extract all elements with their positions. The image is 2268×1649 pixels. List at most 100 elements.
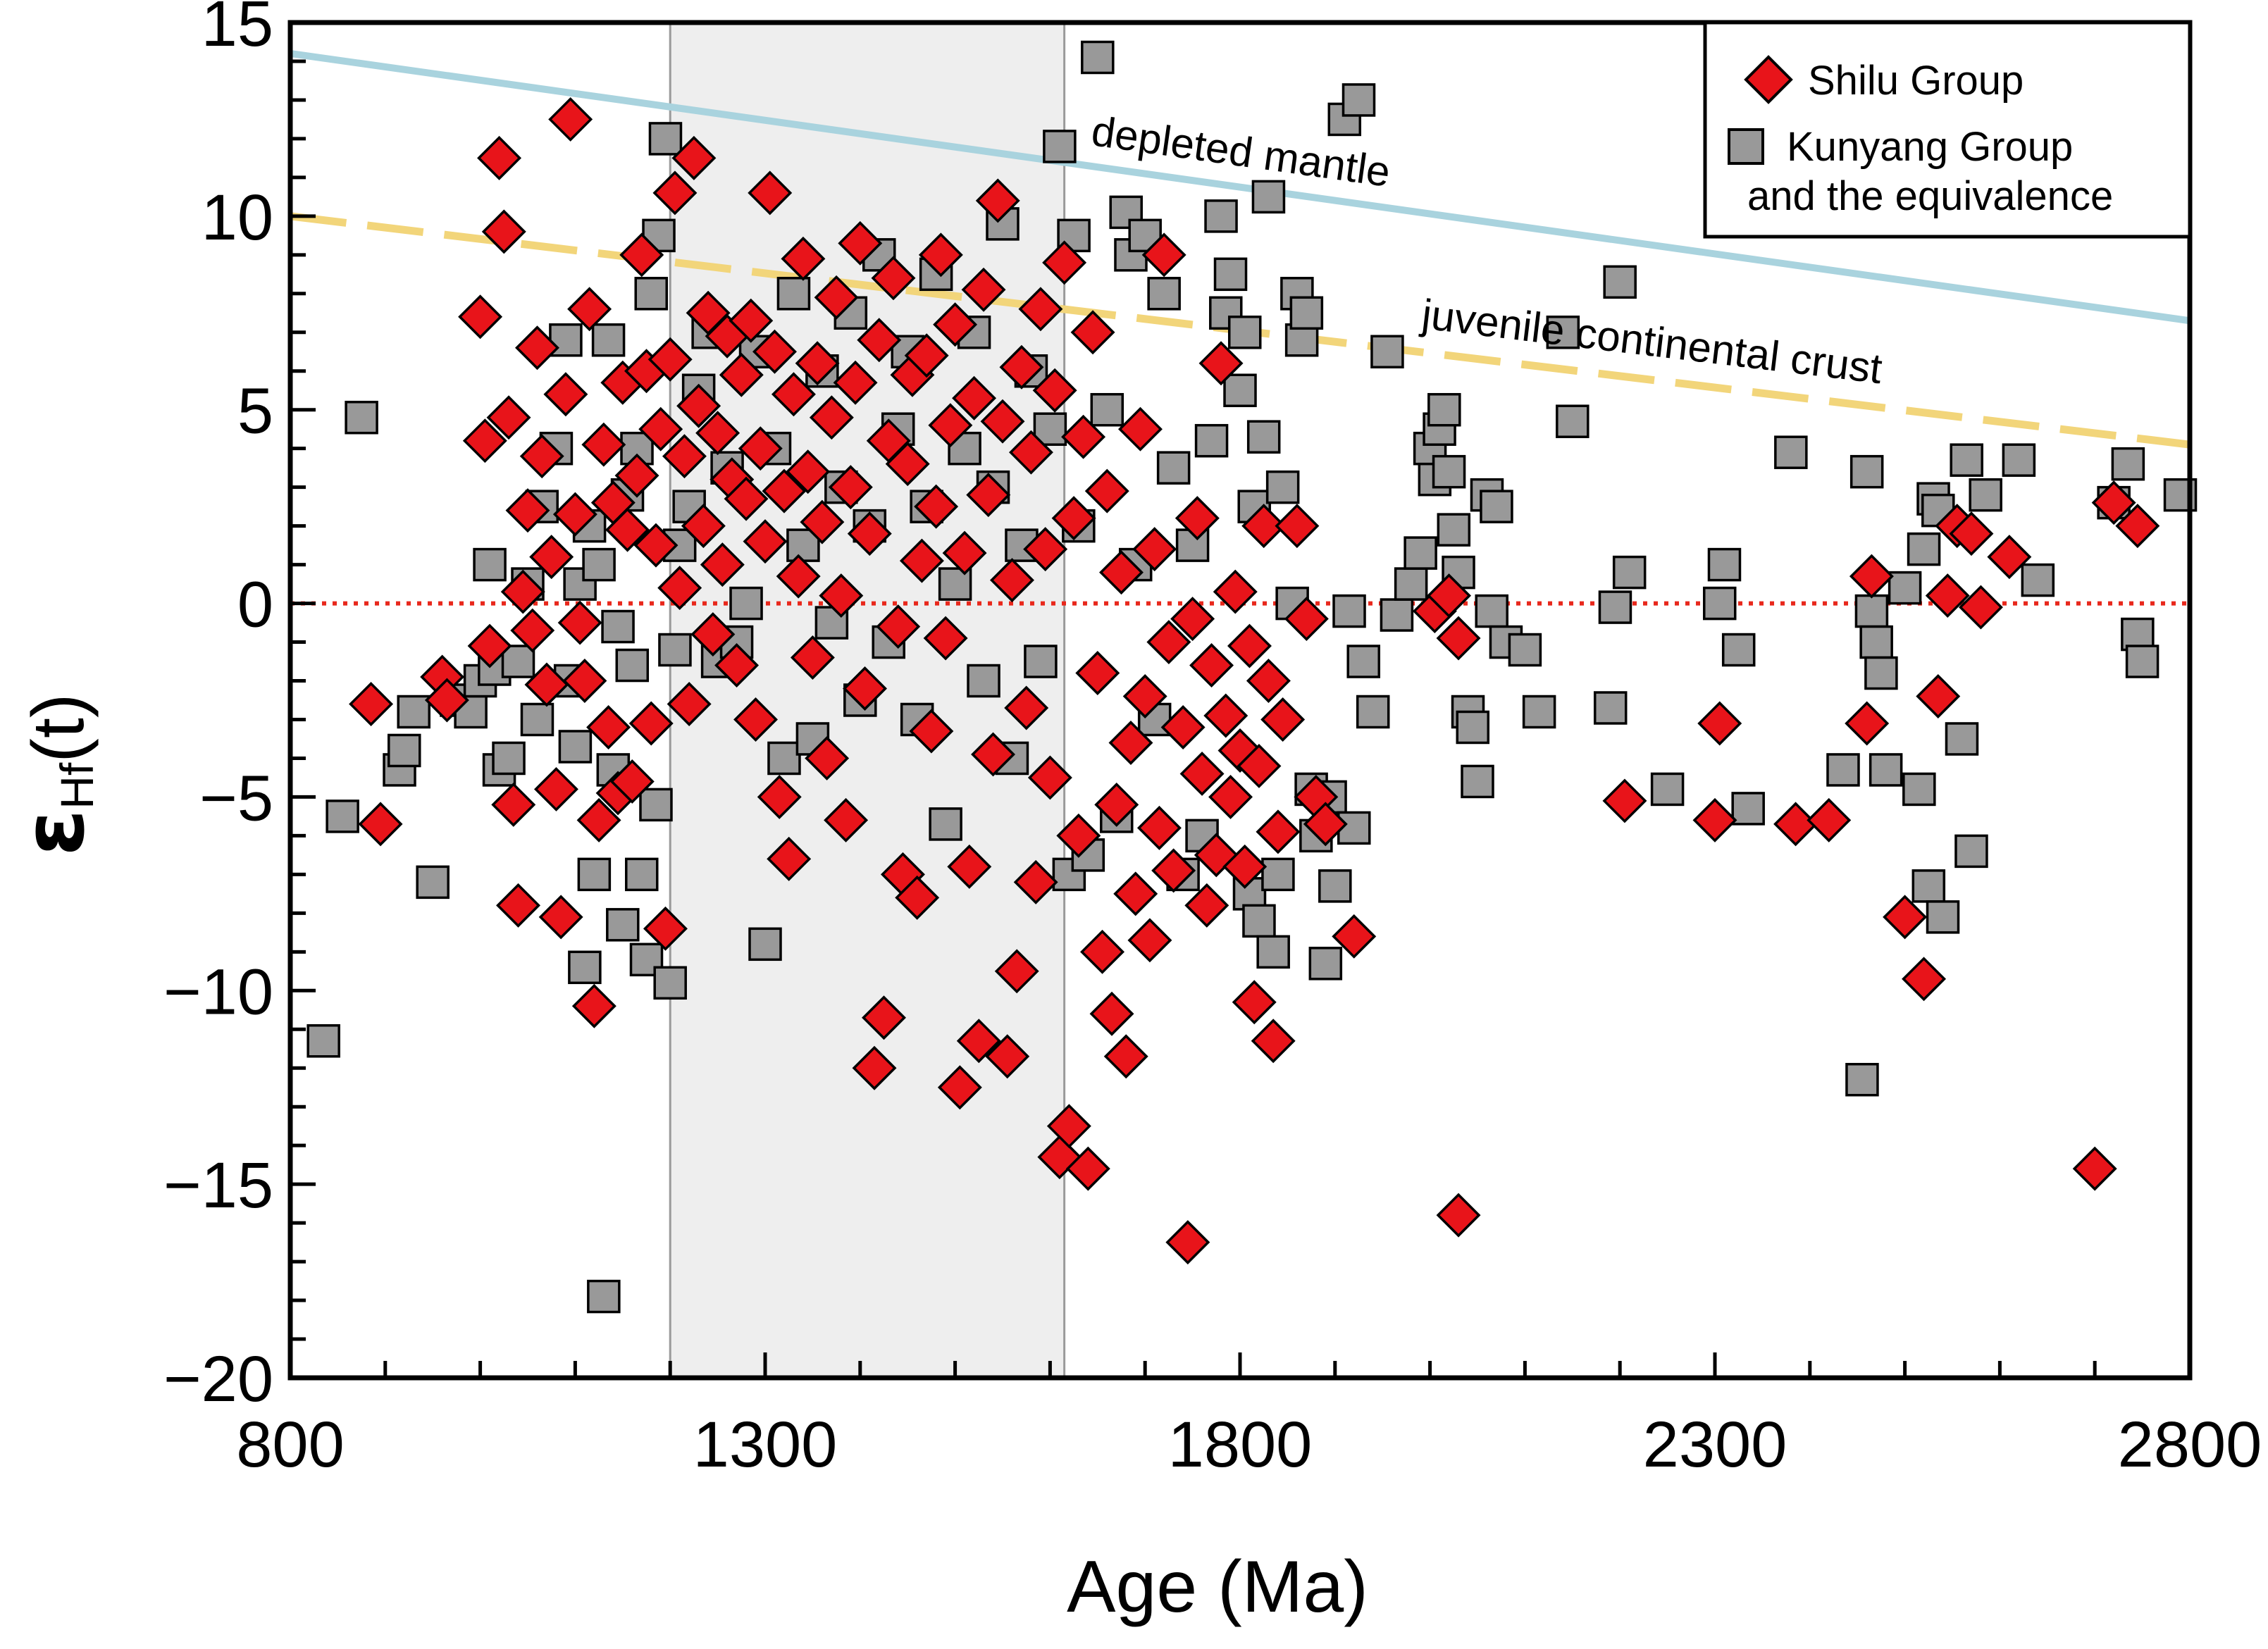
kunyang-point [388, 733, 421, 768]
shilu-point [762, 468, 807, 514]
x-axis-title: Age (Ma) [1067, 1546, 1368, 1628]
shilu-point [1227, 623, 1272, 668]
kunyang-point [1522, 695, 1556, 729]
shilu-point [1208, 774, 1253, 819]
shilu-point [1332, 914, 1377, 959]
shilu-point [662, 434, 707, 479]
kunyang-point [634, 277, 668, 311]
kunyang-point [615, 648, 650, 683]
shilu-point [966, 473, 1011, 518]
kunyang-point [658, 633, 692, 667]
tick-layer: 800 1300 1800 2300 2800 15 10 5 0 −5 −10 −15 −20 [163, 0, 2262, 1481]
kunyang-point [1869, 753, 1903, 787]
kunyang-point [1403, 536, 1437, 570]
shilu-point [1146, 620, 1191, 665]
y-tick-label: −10 [163, 956, 273, 1028]
shilu-point [743, 519, 788, 564]
shilu-point [676, 383, 721, 428]
shilu-point [1179, 751, 1225, 796]
shilu-point [491, 782, 536, 827]
kunyang-point [1593, 691, 1628, 725]
shilu-point [1061, 414, 1106, 459]
shilu-point [543, 372, 588, 417]
shilu-point [862, 995, 906, 1040]
kunyang-point [1598, 590, 1632, 624]
shilu-point [1165, 1220, 1210, 1265]
kunyang-point [1380, 598, 1414, 632]
kunyang-point [1213, 257, 1248, 292]
shilu-point [1122, 674, 1167, 718]
shilu-point [1113, 871, 1158, 916]
shilu-point [567, 287, 612, 332]
shilu-point [628, 701, 674, 746]
shilu-point [500, 569, 545, 614]
shilu-point [885, 442, 930, 487]
shilu-point [477, 135, 522, 180]
kunyang-point [591, 323, 626, 357]
shilu-point [562, 659, 607, 703]
shilu-point [923, 616, 968, 661]
shilu-point [647, 337, 693, 382]
kunyang-point [1911, 869, 1946, 903]
x-tick-label: 1300 [693, 1409, 838, 1481]
shilu-point [1103, 1034, 1148, 1079]
kunyang-point [501, 645, 535, 678]
shilu-point [814, 275, 859, 320]
y-axis-title-text: εHf(t) [6, 694, 104, 857]
shilu-point [956, 1019, 1001, 1064]
kunyang-point [786, 528, 820, 562]
shilu-point [1046, 1104, 1091, 1149]
legend-marker-shilu-diamond [1744, 55, 1793, 104]
reference-line-depleted-mantle [290, 50, 2190, 325]
shilu-point [458, 294, 503, 340]
kunyang-point [1888, 571, 1922, 605]
shilu-point [733, 697, 778, 742]
kunyang-point [587, 1279, 621, 1314]
shilu-point [952, 375, 997, 421]
shilu-point [871, 256, 916, 301]
shilu-point [1170, 597, 1215, 642]
kunyang-point [1774, 435, 1808, 469]
shilu-point [1132, 527, 1177, 572]
kunyang-point [776, 277, 811, 311]
kunyang-point [1394, 567, 1428, 601]
shilu-point [1084, 468, 1129, 514]
shilu-point [933, 302, 978, 347]
shilu-point [980, 399, 1025, 444]
kunyang-point [625, 857, 659, 892]
kunyang-point [1721, 633, 1756, 667]
shilu-point [937, 1065, 982, 1110]
shilu-point [1018, 287, 1063, 332]
shilu-point [729, 298, 774, 343]
shilu-point [1237, 743, 1282, 788]
kunyang-point [1950, 443, 1983, 477]
shilu-point [652, 170, 698, 216]
shilu-point [557, 600, 602, 645]
kunyang-point [1332, 594, 1366, 628]
shilu-point [1004, 685, 1049, 730]
kunyang-point [1945, 722, 1979, 756]
shilu-point [686, 290, 731, 335]
shilu-point [1080, 929, 1125, 974]
kunyang-point [1432, 454, 1466, 489]
shilu-point [510, 608, 555, 653]
shilu-point [643, 906, 688, 951]
kunyang-point [345, 400, 378, 435]
shilu-point [1108, 720, 1153, 765]
shilu-point [1232, 980, 1277, 1025]
x-tick-label: 1800 [1168, 1409, 1313, 1481]
shilu-point [1160, 705, 1206, 749]
shilu-point [1013, 859, 1058, 904]
kunyang-point [1024, 645, 1058, 678]
shilu-point [1256, 809, 1301, 854]
kunyang-point [1854, 594, 1889, 628]
shilu-point [1925, 573, 1970, 618]
shilu-point [752, 329, 797, 374]
shilu-point [1602, 778, 1647, 823]
shilu-point [918, 232, 963, 278]
legend-label-shilu: Shilu Group [1808, 58, 2024, 104]
shilu-point [1136, 805, 1182, 850]
shilu-point [1127, 918, 1172, 963]
kunyang-point [1246, 420, 1281, 454]
y-tick-label: 15 [202, 0, 273, 60]
